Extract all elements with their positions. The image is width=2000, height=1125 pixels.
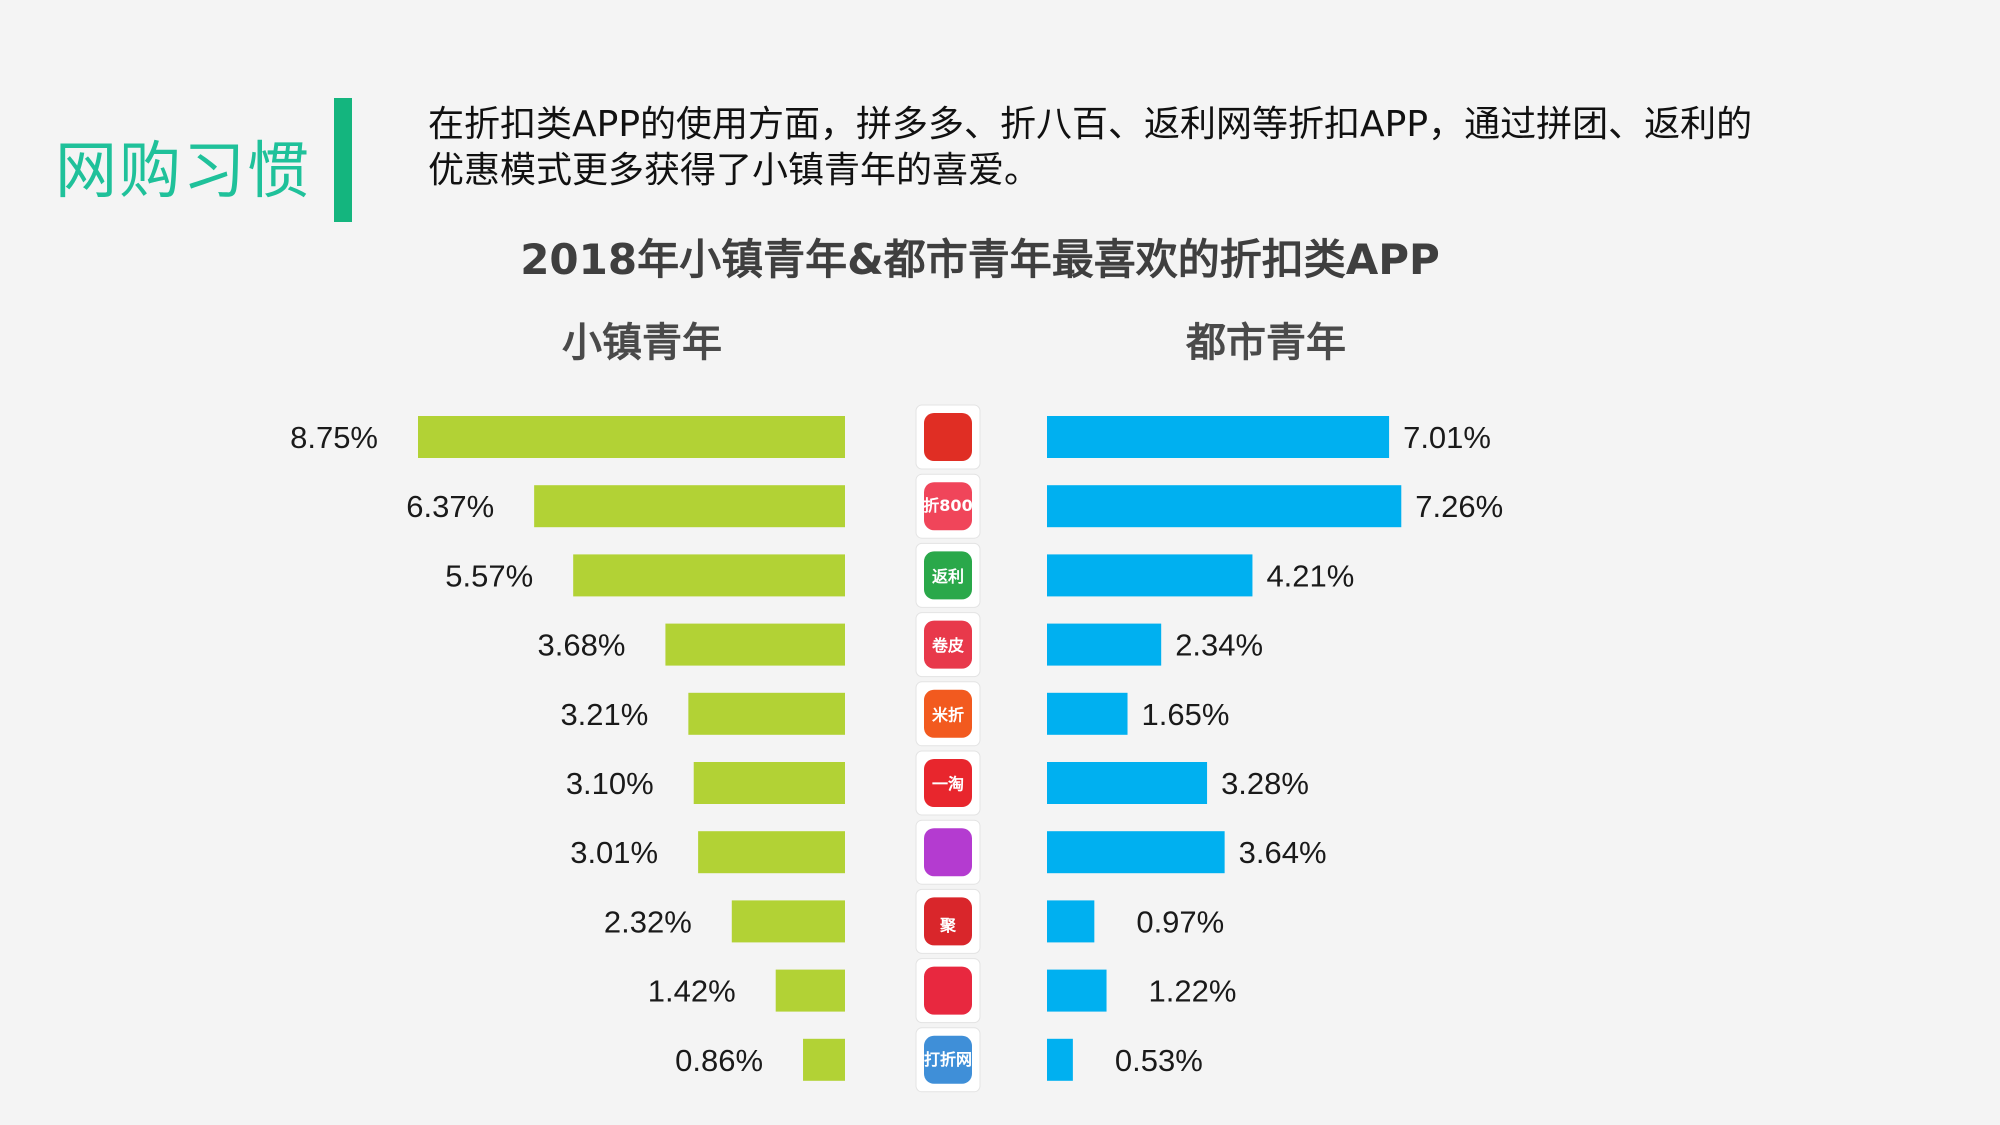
chart-title: 2018年小镇青年&都市青年最喜欢的折扣类APP <box>520 235 1440 284</box>
urban-bar <box>1047 416 1390 458</box>
urban-bar <box>1047 1038 1073 1081</box>
yitao-icon-text: 一淘 <box>932 774 964 793</box>
small-town-value-label: 6.37% <box>406 489 494 524</box>
urban-bar <box>1047 485 1402 528</box>
small-town-value-label: 5.57% <box>445 558 533 593</box>
fanli-icon <box>924 551 972 600</box>
urban-bar <box>1047 762 1208 804</box>
accent-bar <box>334 98 352 222</box>
urban-bar <box>1047 831 1225 874</box>
small-town-bar <box>573 554 845 597</box>
small-town-bar <box>418 416 845 458</box>
intro-text: 在折扣类APP的使用方面，拼多多、折八百、返利网等折扣APP，通过拼团、返利的优… <box>428 104 1753 191</box>
urban-bar <box>1047 969 1107 1012</box>
small-town-value-label: 3.68% <box>538 628 626 663</box>
dazhewang-icon <box>924 1035 972 1084</box>
small-town-bar <box>534 485 845 528</box>
zhe800-icon-text: 折800 <box>923 496 972 515</box>
section-title: 网购习惯 <box>55 134 312 207</box>
urban-value-label: 7.26% <box>1415 489 1503 524</box>
small-town-value-label: 3.10% <box>566 766 654 801</box>
juhuasuan-icon-text: 聚 <box>939 916 957 935</box>
small-town-bar <box>803 1038 845 1081</box>
urban-bar <box>1047 554 1253 597</box>
zhetaowang-icon <box>924 828 972 877</box>
urban-value-label: 1.22% <box>1149 974 1237 1009</box>
dazhewang-icon-text: 打折网 <box>924 1050 972 1069</box>
juanpi-icon <box>924 620 972 669</box>
small-town-value-label: 1.42% <box>648 974 736 1009</box>
small-town-bar <box>698 831 845 874</box>
fanli-icon-text: 返利 <box>932 567 964 586</box>
small-town-bar <box>688 692 845 735</box>
mizhe-icon-text: 米折 <box>932 705 964 724</box>
shopping-bag-icon <box>924 966 972 1015</box>
small-town-value-label: 0.86% <box>675 1043 763 1078</box>
small-town-bar <box>693 762 845 804</box>
urban-bar <box>1047 623 1162 666</box>
small-town-value-label: 8.75% <box>290 420 378 455</box>
urban-value-label: 0.53% <box>1115 1043 1203 1078</box>
urban-header: 都市青年 <box>1186 320 1346 366</box>
juanpi-icon-text: 卷皮 <box>931 636 964 655</box>
pinduoduo-icon <box>924 413 972 461</box>
small-town-value-label: 2.32% <box>604 904 692 939</box>
small-town-value-label: 3.01% <box>570 835 658 870</box>
urban-bar <box>1047 692 1128 735</box>
urban-value-label: 4.21% <box>1266 558 1354 593</box>
yitao-icon <box>924 759 972 807</box>
small-town-bar <box>665 623 845 666</box>
urban-value-label: 3.28% <box>1221 766 1309 801</box>
juhuasuan-icon <box>924 897 972 946</box>
small-town-header: 小镇青年 <box>562 320 722 366</box>
mizhe-icon <box>924 689 972 738</box>
small-town-bar <box>775 969 845 1012</box>
urban-value-label: 2.34% <box>1175 628 1263 663</box>
urban-value-label: 0.97% <box>1136 904 1224 939</box>
urban-bar <box>1047 900 1095 943</box>
urban-value-label: 7.01% <box>1403 420 1491 455</box>
small-town-value-label: 3.21% <box>560 697 648 732</box>
urban-value-label: 1.65% <box>1142 697 1230 732</box>
zhe800-icon <box>924 482 972 531</box>
urban-value-label: 3.64% <box>1239 835 1327 870</box>
small-town-bar <box>731 900 845 943</box>
